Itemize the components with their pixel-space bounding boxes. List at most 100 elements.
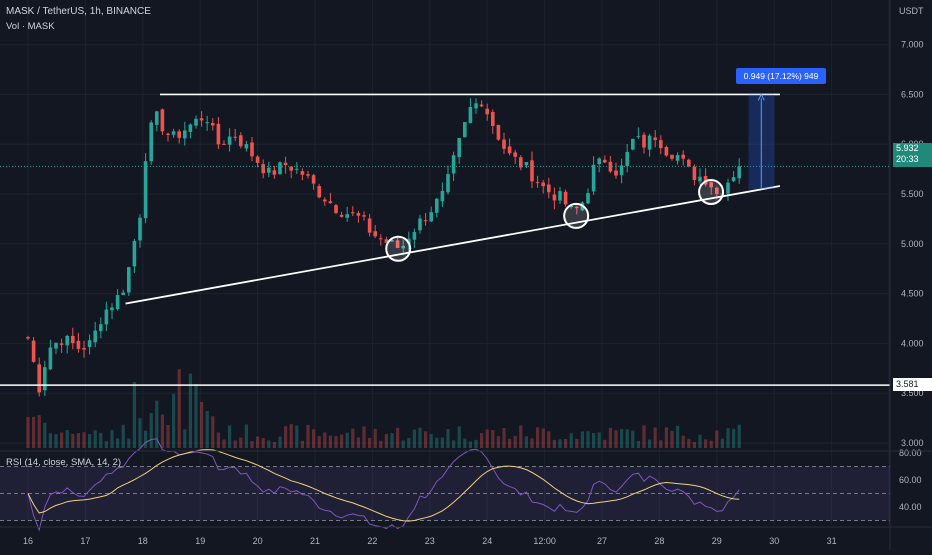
measure-label: 0.949 (17.12%) 949 [736,68,826,84]
volume-bar [552,439,556,448]
volume-bar [345,432,349,448]
candle-body [541,182,545,187]
candle-body [278,162,282,175]
volume-bar [295,425,299,448]
x-tick-label: 12:00 [533,536,556,546]
volume-bar [659,440,663,448]
volume-bar [188,373,192,448]
x-tick-label: 28 [654,536,664,546]
volume-bar [530,438,534,448]
candle-body [395,240,400,248]
candle-body [222,143,226,145]
volume-bar [65,430,69,448]
candle-body [37,364,41,393]
candle-body [82,347,86,350]
x-tick-label: 16 [23,536,33,546]
volume-bar [132,382,136,448]
volume-bar [547,431,551,448]
candle-body [43,367,47,391]
candle-body [675,155,680,161]
volume-bar [524,436,528,448]
volume-bar [37,415,41,448]
candle-body [239,135,243,147]
volume-bar [289,424,293,448]
volume-bar [407,437,411,448]
volume-bar [614,430,618,448]
x-tick-label: 24 [482,536,492,546]
candle-body [659,140,663,149]
volume-bar [373,428,377,448]
volume-bar [480,433,484,448]
candle-body [423,220,428,222]
candle-body [199,118,204,121]
current-price-value: 5.932 [896,143,919,153]
volume-bar [631,430,635,448]
candle-body [295,168,299,170]
volume-bar [160,414,164,448]
volume-bar [726,428,730,448]
candle-body [26,337,30,339]
volume-bar [586,431,590,448]
candle-body [171,131,176,135]
volume-bar [496,436,500,448]
candle-body [647,135,652,150]
candle-body [664,146,669,156]
volume-bar [334,436,338,448]
volume-bar [177,369,181,448]
volume-bar [233,440,237,448]
candle-body [563,191,568,205]
volume-bar [362,426,366,448]
x-tick-label: 29 [712,536,722,546]
candle-body [345,214,349,218]
volume-bar [536,427,540,448]
volume-bar [222,439,226,448]
volume-bar [625,429,629,448]
candle-body [547,184,551,193]
candle-body [132,240,137,267]
candle-body [636,136,641,138]
volume-bar [194,383,198,448]
candle-body [558,191,562,201]
rsi-tick-label: 80.00 [899,448,922,458]
volume-bar [211,416,215,448]
volume-bar [121,424,125,448]
y-tick-label: 7.000 [901,40,924,50]
volume-bar [620,429,624,448]
volume-bar [491,430,495,448]
volume-bar [709,440,713,448]
volume-bar [580,431,584,448]
volume-bar [317,436,321,448]
candle-body [451,155,456,174]
volume-bar [715,430,719,448]
candle-body [446,174,450,193]
candle-body [233,136,237,138]
candle-body [205,122,209,124]
touch-point-marker [385,235,412,262]
symbol-title: MASK / TetherUS, 1h, BINANCE [6,6,151,17]
x-tick-label: 18 [138,536,148,546]
ascending-trendline [125,185,781,305]
candle-body [188,124,193,132]
volume-bar [558,439,562,448]
volume-bar [732,428,736,448]
volume-bar [356,437,360,448]
candle-body [160,109,165,132]
candle-body [390,240,394,242]
volume-bar [88,434,92,448]
candle-body [351,212,355,214]
candle-body [507,146,512,154]
volume-bar [216,432,220,448]
volume-bar [379,440,383,448]
volume-bar [608,427,612,448]
candle-body [479,104,484,107]
volume-bar [71,433,75,448]
candle-body [59,343,64,345]
volume-bar [323,432,327,448]
rsi-tick-label: 40.00 [899,502,922,512]
candle-body [597,158,601,165]
volume-bar [26,417,30,448]
candle-body [87,340,92,348]
candle-body [155,111,159,125]
